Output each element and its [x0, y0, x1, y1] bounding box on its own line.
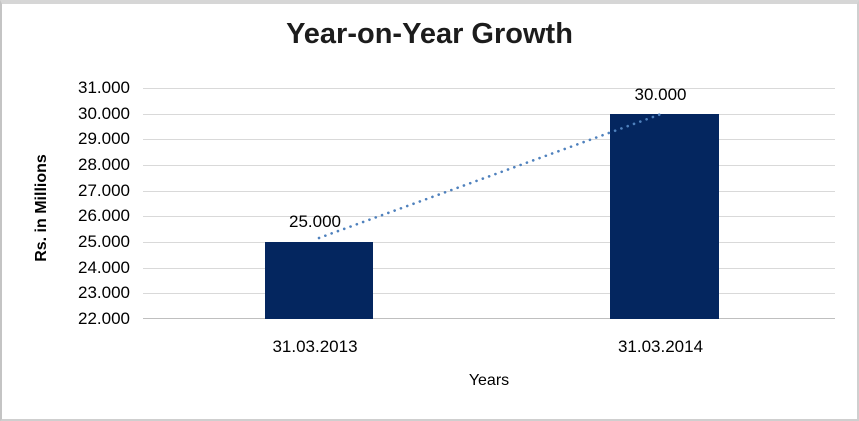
y-tick-label: 28.000 — [78, 155, 130, 174]
y-tick-label: 27.000 — [78, 181, 130, 200]
gridline — [143, 114, 835, 115]
gridline — [143, 216, 835, 217]
bar-2014 — [610, 114, 719, 319]
bar-value-label-2014: 30.000 — [634, 85, 687, 104]
chart-title: Year-on-Year Growth — [286, 18, 573, 50]
gridline — [143, 293, 835, 294]
x-axis-line — [143, 318, 835, 319]
y-tick-label: 30.000 — [78, 104, 130, 123]
gridline — [143, 268, 835, 269]
plot-area — [143, 88, 835, 319]
y-tick-label: 26.000 — [78, 206, 130, 225]
x-tick-label-2013: 31.03.2013 — [272, 337, 358, 356]
trendline-dotted — [317, 111, 666, 240]
y-tick-label: 23.000 — [78, 283, 130, 302]
x-axis-title: Years — [468, 372, 510, 389]
y-tick-label: 22.000 — [78, 309, 130, 328]
bar-2013 — [265, 242, 373, 319]
gridline — [143, 165, 835, 166]
bars-and-trendline-layer — [265, 111, 719, 319]
gridline — [143, 191, 835, 192]
x-tick-label-2014: 31.03.2014 — [617, 337, 704, 356]
y-tick-label: 24.000 — [78, 258, 130, 277]
gridline — [143, 88, 835, 89]
bar-value-label-2013: 25.000 — [289, 212, 341, 231]
y-tick-label: 29.000 — [78, 129, 130, 148]
gridline — [143, 139, 835, 140]
y-tick-label: 31.000 — [78, 78, 130, 97]
y-tick-label: 25.000 — [78, 232, 130, 251]
gridline — [143, 242, 835, 243]
